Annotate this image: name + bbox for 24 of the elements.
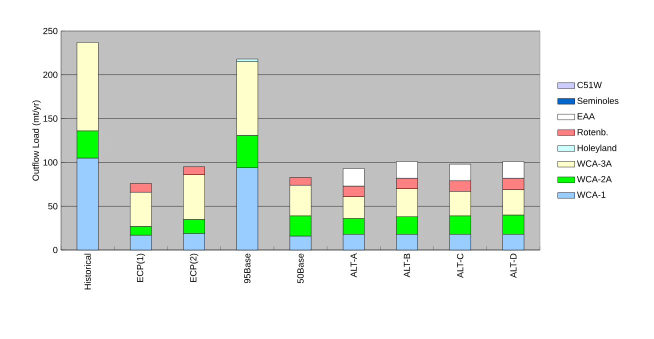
x-tick-label: ALT-A — [350, 253, 357, 278]
legend-label: Holeyland — [578, 144, 616, 153]
y-tick-label: 100 — [44, 159, 58, 166]
x-tick-label: ALT-C — [456, 254, 464, 278]
y-tick-label: 150 — [44, 115, 58, 122]
legend-label: EAA — [578, 113, 595, 120]
y-tick-label: 0 — [53, 246, 58, 254]
legend-label: WCA-1 — [577, 192, 606, 198]
legend-label: Rotenb. — [578, 128, 608, 136]
x-tick-label: ECP(2) — [190, 254, 198, 282]
x-tick-label: Historical — [84, 254, 91, 290]
x-tick-label: 95Base — [244, 254, 250, 284]
y-tick-label: 50 — [48, 203, 58, 210]
x-tick-label: ALT-B — [404, 254, 410, 278]
y-tick-label: 200 — [43, 72, 58, 78]
legend-label: WCA-2A — [577, 176, 612, 182]
y-axis-title: Outflow Load (mt/yr) — [32, 100, 41, 181]
legend-label: C51W — [577, 82, 602, 88]
y-tick-label: 250 — [43, 28, 58, 34]
legend-label: Seminoles — [577, 97, 618, 104]
legend-label: WCA-3A — [577, 160, 612, 167]
x-tick-label: 50Base — [297, 254, 304, 284]
x-tick-label: ALT-D — [510, 254, 516, 278]
x-tick-label: ECP(1) — [136, 254, 146, 282]
